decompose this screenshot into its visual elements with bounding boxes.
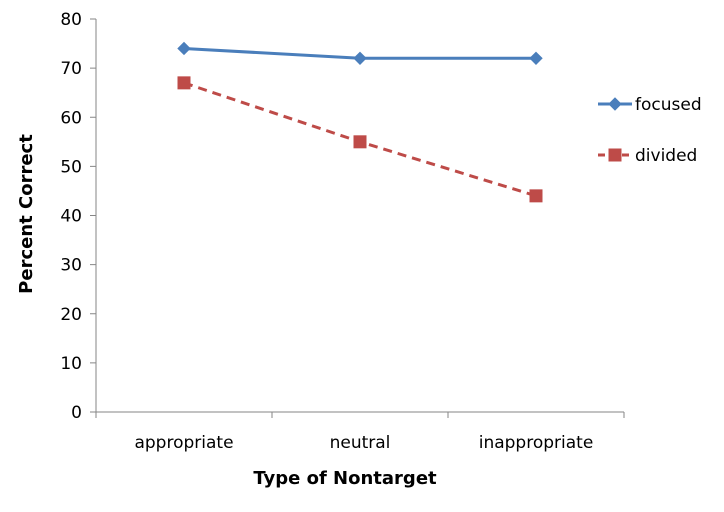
- x-axis-title: Type of Nontarget: [253, 468, 437, 489]
- y-tick-label: 60: [60, 108, 82, 128]
- legend-marker-focused: [608, 97, 622, 111]
- legend-item-divided: divided: [598, 146, 697, 166]
- data-point-divided: [353, 135, 367, 149]
- series-focused: [177, 41, 543, 66]
- y-axis-title: Percent Correct: [16, 134, 37, 294]
- legend-item-focused: focused: [598, 95, 702, 115]
- y-tick-label: 70: [60, 59, 82, 79]
- data-point-focused: [529, 51, 543, 66]
- legend-label-focused: focused: [635, 95, 702, 115]
- y-tick-label: 50: [60, 157, 82, 177]
- y-tick-label: 0: [71, 403, 82, 423]
- y-tick-label: 80: [60, 10, 82, 30]
- data-point-divided: [529, 189, 543, 203]
- y-tick-label: 10: [60, 354, 82, 374]
- x-tick-label: appropriate: [134, 433, 233, 453]
- y-tick-label: 30: [60, 256, 82, 276]
- data-point-divided: [177, 76, 191, 90]
- legend-label-divided: divided: [635, 146, 697, 166]
- x-tick-label: neutral: [330, 433, 391, 453]
- legend-marker-divided: [608, 148, 622, 162]
- y-tick-label: 40: [60, 207, 82, 227]
- series-divided: [177, 76, 543, 203]
- axes: 0 10 20 30 40 50 60 70 80 appropriate neutral inapp…: [60, 10, 625, 453]
- data-point-focused: [353, 51, 367, 66]
- y-tick-label: 20: [60, 305, 82, 325]
- x-tick-label: inappropriate: [479, 433, 594, 453]
- series-layer: [177, 41, 543, 203]
- legend: focused divided: [598, 95, 702, 166]
- data-point-focused: [177, 41, 191, 56]
